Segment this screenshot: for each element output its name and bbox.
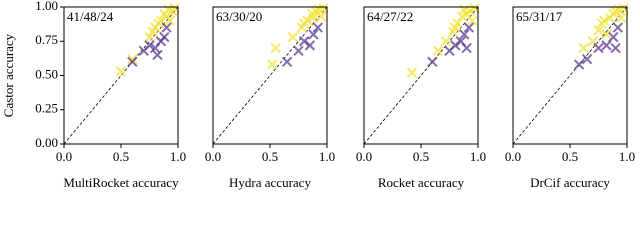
- x-tick-label: 0.5: [113, 149, 129, 164]
- x-axis-label: DrCif accuracy: [530, 175, 610, 190]
- diagonal: [512, 6, 628, 145]
- point: [152, 49, 163, 61]
- point: [596, 18, 608, 29]
- x-axis-label: Rocket accuracy: [378, 175, 465, 190]
- point: [593, 25, 604, 36]
- x-tick-label: 1.0: [470, 149, 486, 164]
- point: [612, 22, 624, 33]
- point: [312, 22, 324, 33]
- y-tick-label: 0.25: [35, 101, 58, 116]
- point: [608, 31, 619, 43]
- x-tick-label: 0.5: [413, 149, 429, 164]
- diagonal: [63, 6, 179, 145]
- point: [281, 56, 293, 68]
- annotation: 65/31/17: [516, 9, 563, 24]
- x-tick-label: 0.5: [262, 149, 278, 164]
- point: [461, 42, 472, 54]
- point: [601, 29, 612, 40]
- point: [440, 36, 452, 47]
- point: [463, 22, 475, 33]
- point: [159, 31, 170, 43]
- point: [267, 59, 278, 70]
- point: [593, 42, 604, 54]
- point: [610, 42, 621, 54]
- point: [127, 53, 138, 65]
- x-tick-label: 0.0: [505, 149, 521, 164]
- annotation: 41/48/24: [67, 9, 114, 24]
- point: [459, 29, 470, 40]
- point: [164, 15, 176, 26]
- x-axis-label: MultiRocket accuracy: [63, 175, 179, 190]
- annotation: 64/27/22: [367, 9, 413, 24]
- y-tick-label: 0.00: [35, 135, 58, 150]
- point: [467, 15, 478, 26]
- point: [138, 45, 150, 57]
- x-axis-label: Hydra accuracy: [229, 175, 311, 190]
- point: [308, 12, 319, 24]
- point: [293, 45, 304, 57]
- point: [287, 31, 299, 43]
- point: [573, 59, 585, 70]
- x-tick-label: 1.0: [170, 149, 186, 164]
- point: [427, 56, 438, 68]
- y-tick-label: 0.50: [35, 66, 58, 81]
- point: [316, 11, 327, 22]
- x-tick-label: 0.5: [562, 149, 578, 164]
- x-tick-label: 0.0: [356, 149, 372, 164]
- x-tick-label: 0.0: [205, 149, 221, 164]
- point: [601, 40, 612, 51]
- point: [298, 36, 310, 47]
- point: [144, 31, 155, 43]
- x-tick-label: 1.0: [619, 149, 635, 164]
- point: [432, 45, 444, 57]
- y-tick-label: 1.00: [35, 0, 58, 13]
- point: [616, 12, 627, 24]
- y-axis-label: Castor accuracy: [1, 33, 16, 117]
- point: [406, 67, 418, 78]
- point: [147, 26, 159, 37]
- point: [449, 40, 461, 51]
- point: [581, 53, 593, 65]
- point: [127, 56, 138, 68]
- figure: 0.0 0.5 1.0 0.00 0.25 0.50 0.75 1.00 41/48/24 Mul…: [1, 0, 635, 190]
- y-tick-label: 0.75: [35, 32, 58, 47]
- x-tick-label: 1.0: [319, 149, 335, 164]
- x-tick-label: 0.0: [56, 149, 72, 164]
- point: [115, 66, 127, 77]
- point: [449, 22, 461, 33]
- point: [298, 18, 310, 29]
- annotation: 63/30/20: [216, 9, 262, 24]
- point: [308, 29, 319, 40]
- point: [161, 22, 172, 33]
- point: [578, 42, 589, 54]
- diagonal: [212, 6, 328, 145]
- point: [153, 18, 164, 29]
- point: [270, 42, 281, 54]
- point: [304, 40, 316, 51]
